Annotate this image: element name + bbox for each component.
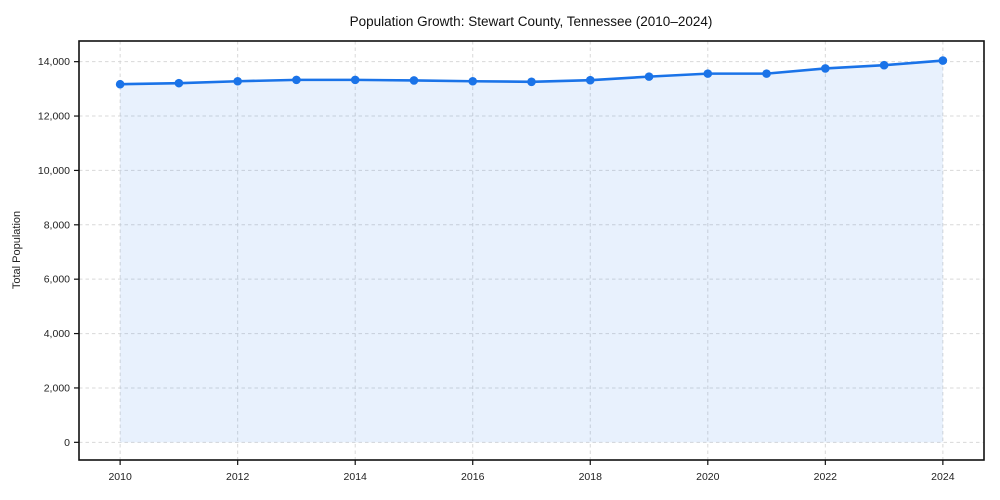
y-tick-label: 0 [64,437,70,449]
data-point-2024 [938,56,948,65]
data-point-2020 [703,69,713,78]
data-point-2019 [644,72,654,81]
chart-title: Population Growth: Stewart County, Tenne… [350,14,713,29]
x-tick-label: 2016 [461,471,485,483]
axes-layer [74,40,985,465]
data-point-2012 [233,76,242,86]
data-point-2016 [468,76,478,86]
data-point-2014 [350,75,360,85]
data-point-2010 [115,79,125,89]
data-point-2018 [585,75,595,85]
y-tick-label: 12,000 [38,111,70,123]
data-point-2021 [762,69,771,78]
x-tick-label: 2022 [814,471,838,483]
x-tick-label: 2020 [696,471,720,483]
x-tick-label: 2018 [579,471,603,483]
y-tick-label: 8,000 [44,219,70,231]
y-tick-label: 14,000 [38,56,70,68]
data-point-2013 [292,75,301,85]
y-axis-title: Total Population [11,211,23,289]
plot-border [78,40,985,461]
area-fill-layer [120,60,943,443]
data-point-2023 [879,60,889,70]
data-point-2011 [174,78,184,88]
x-tick-label: 2014 [344,471,368,483]
data-point-2022 [821,64,830,73]
y-tick-label: 6,000 [44,274,70,286]
x-tick-label: 2012 [226,471,250,483]
area-fill [120,60,943,443]
gridlines [79,41,984,460]
data-point-2015 [409,76,419,85]
y-tick-label: 4,000 [44,328,70,340]
data-point-2017 [527,77,536,87]
data-points-layer [115,56,948,89]
tick-labels-layer: 0 2,000 4,000 6,000 8,000 10,000 12,000 14,000 2… [38,56,955,483]
x-tick-label: 2010 [108,471,132,483]
x-tick-label: 2024 [931,471,955,483]
y-tick-label: 10,000 [38,165,70,177]
y-tick-label: 2,000 [44,382,70,394]
